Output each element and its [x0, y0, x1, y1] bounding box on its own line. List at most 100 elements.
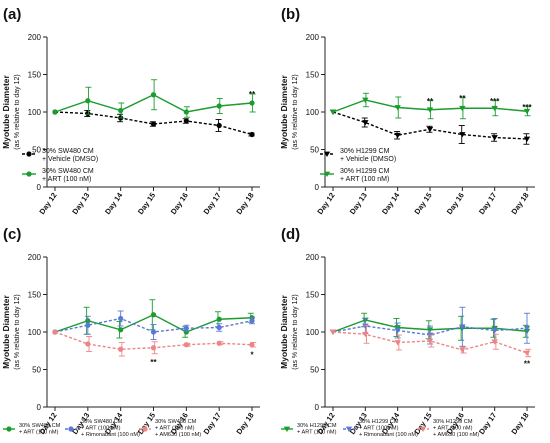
- legend-label: + ART (100 nM): [42, 176, 91, 183]
- legend-marker: [26, 151, 32, 157]
- data-point: [85, 341, 91, 347]
- legend-label: + ART (100 nM): [297, 430, 337, 436]
- x-tick-label: Day 12: [37, 191, 58, 216]
- data-point: [183, 329, 189, 335]
- x-tick-label: Day 13: [348, 191, 369, 216]
- y-tick-label: 200: [306, 253, 320, 262]
- y-tick-label: 50: [32, 146, 41, 155]
- significance-marker: ***: [490, 97, 500, 106]
- data-point: [118, 315, 124, 322]
- y-tick-label: 50: [310, 366, 319, 375]
- legend-label: 30% SW480 CM: [42, 168, 94, 175]
- data-point: [394, 132, 401, 139]
- data-point: [216, 340, 222, 346]
- legend-label: 30% SW480 CM: [19, 423, 61, 429]
- x-tick-label: Day 12: [315, 191, 336, 216]
- data-point: [150, 312, 157, 318]
- y-tick-label: 100: [28, 108, 42, 117]
- x-tick-label: Day 18: [509, 191, 530, 216]
- legend-label: + AM630 (100 nM): [433, 432, 479, 438]
- legend-label: + Vehicle (DMSO): [42, 156, 98, 163]
- data-point: [491, 339, 498, 345]
- data-point: [491, 328, 498, 334]
- data-point: [183, 109, 189, 115]
- data-point: [249, 100, 255, 106]
- data-point: [249, 131, 255, 138]
- data-point: [329, 109, 337, 115]
- data-point: [523, 108, 531, 115]
- legend-label: + Vehicle (DMSO): [340, 156, 396, 163]
- chart-panel-2: (b) 0 50 100 150 200 Myotube Diameter (as % rel…: [279, 6, 535, 216]
- data-point: [523, 325, 531, 332]
- x-tick-label: Day 16: [445, 191, 466, 216]
- data-point: [459, 105, 466, 112]
- legend-marker: [419, 426, 427, 432]
- legend-label: 30% SW480 CM: [81, 419, 123, 425]
- y-tick-label: 200: [28, 33, 42, 42]
- legend-label: 30% H1299 CM: [433, 419, 473, 425]
- data-point: [491, 135, 498, 141]
- data-point: [118, 107, 124, 114]
- legend: 30% SW480 CM+ ART (100 nM)30% SW480 CM+ …: [3, 419, 201, 438]
- y-axis-label-sub: (as % relative to day 12): [14, 294, 21, 369]
- data-point: [459, 347, 466, 353]
- legend-label: + ART (100 nM): [433, 426, 473, 432]
- x-tick-label: Day 18: [509, 411, 530, 436]
- significance-marker: **: [427, 97, 434, 106]
- data-point: [216, 324, 222, 331]
- y-tick-label: 50: [32, 366, 41, 375]
- x-tick-label: Day 17: [477, 191, 498, 216]
- significance-marker: ***: [522, 103, 532, 112]
- significance-marker: **: [459, 94, 466, 103]
- x-tick-label: Day 14: [380, 190, 402, 216]
- data-point: [523, 350, 531, 356]
- legend-marker: [323, 151, 331, 157]
- significance-marker: **: [150, 358, 157, 367]
- data-point: [394, 105, 401, 111]
- y-axis-label: Myotube Diameter: [1, 74, 11, 148]
- legend-marker: [283, 426, 291, 432]
- x-tick-label: Day 18: [234, 411, 255, 436]
- legend-label: + ART (100 nM): [19, 430, 59, 436]
- x-tick-label: Day 16: [169, 191, 190, 216]
- data-point: [394, 328, 401, 334]
- legend-label: + AM630 (100 nM): [155, 432, 201, 438]
- data-point: [216, 122, 222, 129]
- data-point: [150, 345, 157, 351]
- legend-label: 30% H1299 CM: [359, 419, 399, 425]
- y-tick-label: 150: [28, 291, 42, 300]
- data-point: [183, 325, 189, 331]
- legend-label: + Rimonabant (100 nM): [81, 432, 140, 438]
- series-2: [329, 92, 531, 120]
- legend: 30% H1299 CM+ ART (100 nM)30% H1299 CM+ …: [281, 419, 479, 438]
- x-tick-label: Day 17: [202, 191, 223, 216]
- y-tick-label: 100: [306, 328, 320, 337]
- data-point: [85, 110, 91, 117]
- chart-panel-4: (d) 0 50 100 150 200 Myotube Diameter (as % rel…: [279, 226, 535, 438]
- data-point: [150, 121, 157, 127]
- y-tick-label: 100: [306, 108, 320, 117]
- y-tick-label: 150: [306, 71, 320, 80]
- legend-label: + Rimonabant (100 nM): [359, 432, 418, 438]
- data-point: [118, 346, 124, 352]
- legend-label: + ART (100 nM): [340, 176, 389, 183]
- data-point: [183, 118, 189, 124]
- legend-label: + ART (100 nM): [155, 426, 195, 432]
- y-tick-label: 200: [306, 33, 320, 42]
- data-point: [426, 107, 434, 113]
- legend-label: 30% SW480 CM: [42, 148, 94, 155]
- data-point: [523, 136, 531, 142]
- series-2: [52, 79, 256, 119]
- y-tick-label: 0: [37, 403, 42, 412]
- data-point: [426, 338, 434, 344]
- panel-label: (b): [281, 6, 300, 23]
- data-point: [491, 105, 498, 112]
- x-tick-label: Day 14: [103, 190, 125, 216]
- significance-marker: **: [524, 360, 531, 369]
- x-tick-label: Day 18: [234, 191, 255, 216]
- y-tick-label: 50: [310, 146, 319, 155]
- y-tick-label: 0: [37, 183, 42, 192]
- legend-marker: [68, 426, 74, 432]
- series-1: [52, 109, 255, 138]
